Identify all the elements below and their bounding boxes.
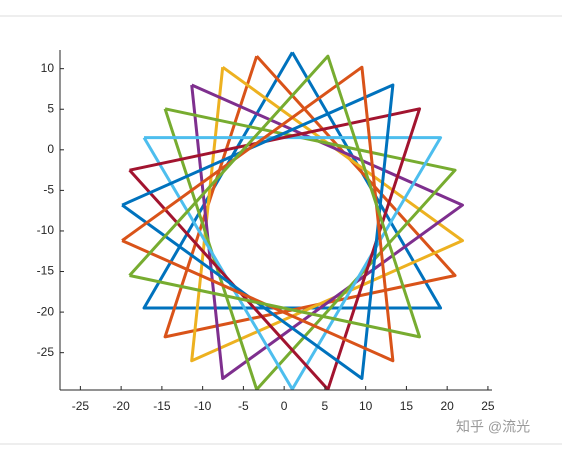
x-tick-label: -15 bbox=[153, 399, 171, 413]
series-line bbox=[163, 55, 457, 339]
series-line bbox=[142, 51, 443, 310]
y-tick-label: -5 bbox=[43, 183, 54, 197]
series-line bbox=[128, 54, 422, 339]
series-line bbox=[190, 83, 464, 380]
series-line bbox=[121, 83, 395, 380]
x-tick-label: 25 bbox=[481, 399, 495, 413]
x-tick-label: 10 bbox=[359, 399, 373, 413]
y-tick-label: -20 bbox=[37, 304, 55, 318]
series-line bbox=[121, 65, 395, 363]
y-tick-label: -25 bbox=[37, 345, 55, 359]
x-tick-label: 20 bbox=[440, 399, 454, 413]
x-tick-label: -10 bbox=[194, 399, 212, 413]
watermark: 知乎 @流光 bbox=[456, 419, 530, 435]
plot-area bbox=[121, 51, 464, 390]
y-tick-label: 0 bbox=[47, 142, 54, 156]
x-tick-label: 5 bbox=[322, 399, 329, 413]
x-tick-label: 15 bbox=[400, 399, 414, 413]
series-line bbox=[190, 65, 464, 363]
series-line bbox=[128, 107, 422, 390]
x-tick-label: -25 bbox=[72, 399, 90, 413]
y-tick-label: 10 bbox=[41, 61, 55, 75]
x-tick-label: -20 bbox=[112, 399, 130, 413]
x-tick-label: 0 bbox=[281, 399, 288, 413]
y-tick-label: -10 bbox=[37, 223, 55, 237]
x-tick-label: -5 bbox=[238, 399, 249, 413]
y-tick-label: 5 bbox=[47, 101, 54, 115]
series-line bbox=[142, 136, 443, 390]
y-tick-label: -15 bbox=[37, 264, 55, 278]
